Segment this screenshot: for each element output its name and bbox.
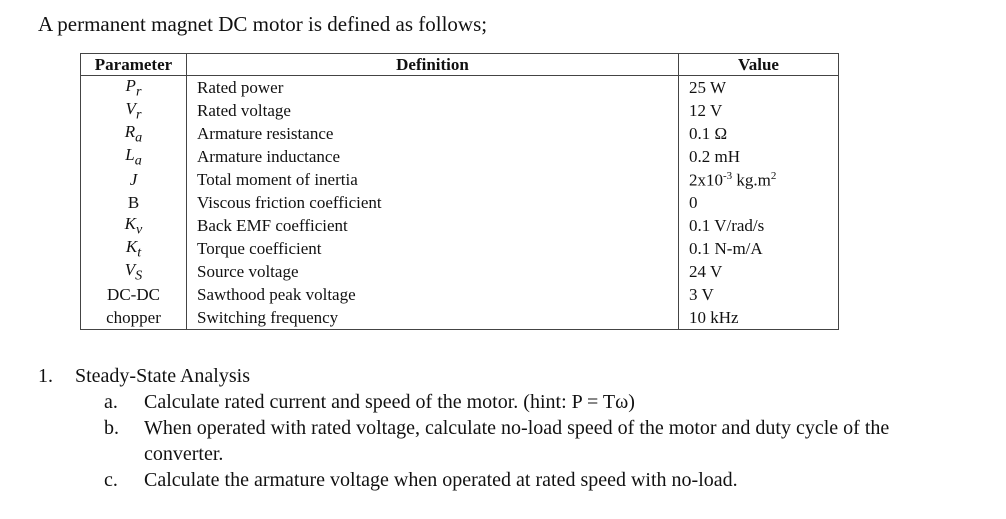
param-cell: Kt [80,237,187,260]
param-cell: Pr [80,75,187,99]
definition-cell: Back EMF coefficient [186,214,679,237]
definition-cell: Sawthood peak voltage [186,283,679,306]
sub-question-letter: a. [104,391,118,413]
table-header-row: Parameter Definition Value [80,53,839,76]
list-item: a. Calculate rated current and speed of … [104,389,964,415]
question-heading: 1. Steady-State Analysis [38,363,964,389]
sub-question-letter: c. [104,469,118,491]
param-cell: J [80,168,187,191]
value-cell: 2x10-3 kg.m2 [678,168,839,191]
value-cell: 12 V [678,99,839,122]
table-row: Vr Rated voltage 12 V [80,99,839,122]
definition-cell: Rated power [186,75,679,99]
definition-cell: Switching frequency [186,306,679,330]
definition-cell: Armature inductance [186,145,679,168]
header-definition: Definition [186,53,679,76]
param-cell: DC-DC [80,283,187,306]
table-row: chopper Switching frequency 10 kHz [80,306,839,330]
value-cell: 0.1 N-m/A [678,237,839,260]
table-row: DC-DC Sawthood peak voltage 3 V [80,283,839,306]
definition-cell: Viscous friction coefficient [186,191,679,214]
param-cell: VS [80,260,187,283]
definition-cell: Armature resistance [186,122,679,145]
value-cell: 10 kHz [678,306,839,330]
list-item: c. Calculate the armature voltage when o… [104,467,964,493]
value-cell: 24 V [678,260,839,283]
value-cell: 0.1 V/rad/s [678,214,839,237]
param-cell: Ra [80,122,187,145]
value-cell: 0.1 Ω [678,122,839,145]
value-cell: 25 W [678,75,839,99]
sub-question-list: a. Calculate rated current and speed of … [104,389,964,493]
param-cell: Vr [80,99,187,122]
value-cell: 0 [678,191,839,214]
param-cell: B [80,191,187,214]
sub-question-text: Calculate the armature voltage when oper… [144,469,738,491]
param-cell: chopper [80,306,187,330]
definition-cell: Total moment of inertia [186,168,679,191]
table-row: VS Source voltage 24 V [80,260,839,283]
value-cell: 3 V [678,283,839,306]
table-row: La Armature inductance 0.2 mH [80,145,839,168]
sub-question-text: When operated with rated voltage, calcul… [144,417,890,465]
intro-text: A permanent magnet DC motor is defined a… [38,12,488,36]
param-cell: La [80,145,187,168]
definition-cell: Rated voltage [186,99,679,122]
list-item: b. When operated with rated voltage, cal… [104,415,964,467]
table-row: Kv Back EMF coefficient 0.1 V/rad/s [80,214,839,237]
sub-question-text: Calculate rated current and speed of the… [144,391,635,413]
table-row: Kt Torque coefficient 0.1 N-m/A [80,237,839,260]
table-row: B Viscous friction coefficient 0 [80,191,839,214]
header-value: Value [678,53,839,76]
question-number: 1. [38,365,53,387]
parameter-table: Parameter Definition Value Pr Rated powe… [80,53,839,330]
header-parameter: Parameter [80,53,187,76]
question-title: Steady-State Analysis [75,365,250,387]
definition-cell: Torque coefficient [186,237,679,260]
sub-question-letter: b. [104,417,119,439]
question-section: 1. Steady-State Analysis a. Calculate ra… [38,363,964,493]
value-cell: 0.2 mH [678,145,839,168]
table-row: Pr Rated power 25 W [80,75,839,99]
param-cell: Kv [80,214,187,237]
definition-cell: Source voltage [186,260,679,283]
table-row: J Total moment of inertia 2x10-3 kg.m2 [80,168,839,191]
table-row: Ra Armature resistance 0.1 Ω [80,122,839,145]
